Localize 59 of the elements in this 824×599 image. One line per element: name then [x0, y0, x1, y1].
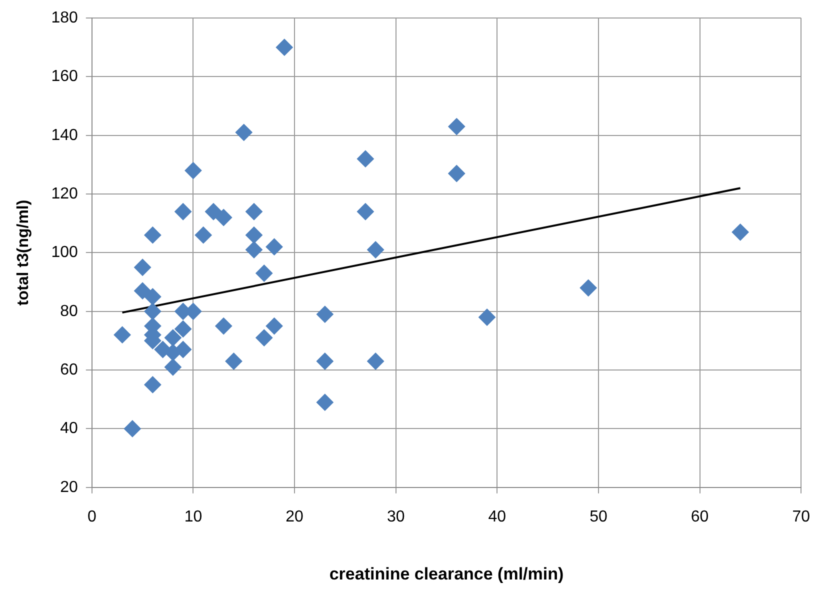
point	[194, 226, 212, 244]
y-tick-label: 180	[51, 9, 78, 26]
point	[732, 224, 749, 241]
point	[266, 238, 283, 256]
point	[134, 282, 152, 300]
y-axis-title: total t3(ng/ml)	[15, 200, 32, 306]
point	[164, 344, 182, 361]
y-tick-label: 20	[60, 478, 78, 496]
point	[316, 352, 334, 370]
point	[246, 203, 262, 220]
point	[215, 208, 232, 226]
point	[164, 358, 182, 376]
y-tick-label: 80	[60, 302, 78, 320]
point	[580, 279, 597, 296]
point	[266, 318, 283, 335]
y-tick-label: 120	[51, 185, 78, 202]
y-tick-label: 100	[51, 244, 78, 262]
y-tick-label: 40	[60, 420, 78, 438]
point	[478, 308, 496, 326]
point	[144, 288, 162, 306]
point	[174, 203, 192, 220]
point	[174, 320, 192, 338]
point	[276, 38, 293, 56]
point	[204, 203, 222, 220]
y-tick-label: 160	[51, 68, 78, 86]
point	[367, 241, 384, 258]
point	[367, 352, 384, 370]
y-tick-label: 60	[60, 361, 78, 378]
point	[144, 226, 162, 244]
x-tick-label: 0	[87, 508, 96, 526]
x-tick-label: 70	[792, 508, 810, 526]
x-tick-label: 40	[488, 508, 506, 526]
point	[134, 258, 152, 276]
point	[184, 162, 202, 180]
x-tick-label: 30	[386, 508, 405, 526]
point	[448, 118, 466, 136]
point	[124, 420, 141, 438]
point	[246, 241, 262, 258]
point	[225, 352, 242, 370]
point	[235, 124, 252, 141]
point	[448, 164, 466, 182]
point	[164, 329, 182, 346]
point	[256, 329, 273, 346]
point	[356, 203, 374, 220]
y-tick-label: 140	[51, 126, 78, 144]
point	[316, 394, 334, 411]
point	[114, 326, 131, 344]
point	[316, 306, 334, 323]
point	[215, 318, 232, 335]
point	[356, 150, 374, 168]
point	[144, 376, 162, 394]
point	[246, 226, 262, 244]
point	[144, 302, 162, 320]
x-axis-title: creatinine clearance (ml/min)	[329, 564, 564, 584]
x-tick-label: 20	[286, 508, 304, 526]
point	[256, 264, 273, 282]
x-tick-label: 10	[184, 508, 202, 526]
x-tick-label: 60	[690, 508, 709, 526]
x-tick-label: 50	[590, 508, 608, 526]
